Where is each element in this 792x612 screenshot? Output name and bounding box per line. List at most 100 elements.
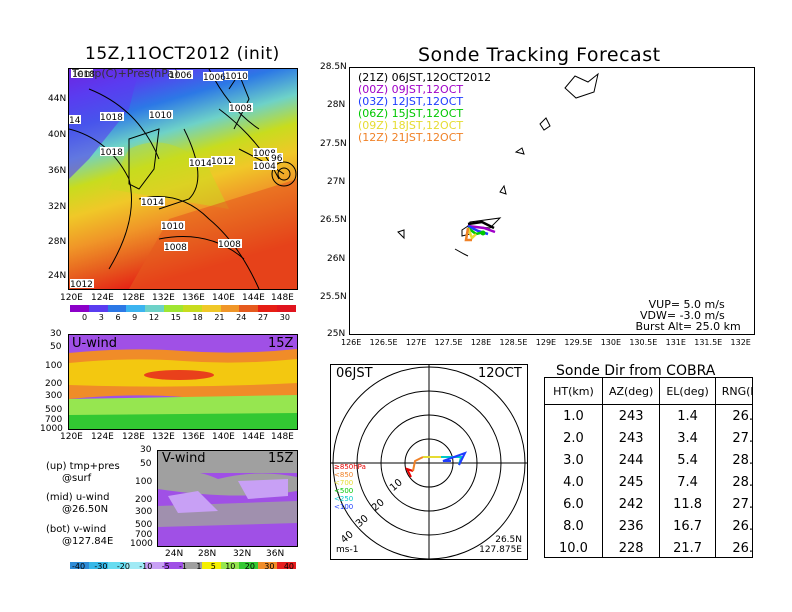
colorbar-label: 21 [214,313,225,322]
sonde-params: VUP= 5.0 m/s VDW= -3.0 m/s Burst Alt= 25… [635,298,740,332]
colorbar-swatch [107,305,127,312]
track-lon-ticks: 126E 126.5E 127E 127.5E 128E 128.5E 129E… [341,338,751,347]
lon-tick: 124E [91,293,114,303]
table-cell: 2.0 [563,430,584,446]
hodo-unit: ms-1 [336,545,359,555]
hodo-lat: 26.5N [495,535,522,545]
p-tick: 200 [45,379,63,389]
colorbar-label: -5 [161,562,170,571]
lon-tick: 127E [405,338,427,347]
wind-colorbar [70,562,296,569]
legend-entry: <250 [334,495,354,503]
isobar-label: 1010 [161,222,184,232]
map-title: 15Z,11OCT2012 (init) [85,44,280,64]
sonde-table-title: Sonde Dir from COBRA [556,363,716,379]
lon-tick: 124E [91,432,114,442]
colorbar-label: -30 [94,562,108,571]
note-text: (up) tmp+pres [46,461,120,472]
lon-tick: 130E [600,338,622,347]
table-header: AZ(deg) [601,378,660,405]
lon-tick: 128E [470,338,492,347]
colorbar-swatch [164,305,183,312]
colorbar-swatch [88,305,108,312]
table-cell: 26.0 [714,537,752,557]
lon-tick: 128E [122,432,145,442]
table-cell: 27.6 [714,493,752,515]
table-cell: 8.0 [563,518,584,534]
hodo-date: 12OCT [478,366,522,381]
p-tick: 50 [140,459,152,469]
table-header: EL(deg) [659,378,716,405]
lat-tick: 28N [48,237,67,247]
p-tick: 300 [135,507,153,517]
table-header: HT(km) [545,378,603,405]
isobar-label: 1018 [100,113,123,123]
sonde-table: HT(km) AZ(deg) EL(deg) RNG(km) 1.0 2431.4… [545,378,752,557]
isobar-label: 1010 [149,111,172,121]
lon-tick: 132E [152,432,175,442]
vdw: VDW= -3.0 m/s [640,309,725,322]
lon-tick: 126.5E [369,338,398,347]
temp-colorbar-labels: 0 3 6 9 12 15 18 21 24 27 30 [82,313,290,322]
lon-tick: 140E [212,432,235,442]
table-cell: 243 [601,427,660,449]
isobar-label: 1010 [225,72,248,82]
sonde-tracks [464,220,496,242]
lat-tick: 26N [327,254,346,264]
table-cell: 16.7 [659,515,716,537]
u-wind-label: U-wind [72,336,117,351]
lon-tick: 131E [665,338,686,347]
p-tick: 700 [45,415,63,425]
lat-tick: 24N [165,549,184,559]
note-text: @127.84E [62,536,114,547]
lat-tick: 27.5N [320,139,347,149]
colorbar-swatch [182,305,202,312]
sonde-table-panel: HT(km) AZ(deg) EL(deg) RNG(km) 1.0 2431.4… [544,377,753,558]
colorbar-swatch [239,562,259,569]
colorbar-label: 40 [283,562,294,571]
colorbar-swatch [239,305,259,312]
lat-tick: 40N [48,130,67,140]
v-wind-panel [157,450,298,547]
hodo-time: 06JST [336,366,373,381]
table-cell: 1.0 [563,408,584,424]
legend-entry: <100 [334,503,354,511]
hodograph-panel [330,364,528,560]
isobar-label: 1018 [72,70,95,80]
legend-entry: (12Z) 21JST,12OCT [358,131,464,144]
lat-tick: 44N [48,94,67,104]
wind-colorbar-labels: -40 -30 -20 -10 -5 -1 1 5 10 20 30 40 [72,563,294,571]
lat-tick: 27N [327,177,346,187]
isobar-label: 1012 [211,157,234,167]
lon-tick: 132E [730,338,751,347]
table-cell: 3.0 [563,452,584,468]
colorbar-swatch [145,562,165,569]
p-tick: 500 [135,520,153,530]
colorbar-label: 24 [236,313,247,322]
colorbar-label: -10 [139,562,153,571]
p-tick: 50 [50,342,62,352]
colorbar-label: 5 [210,562,216,571]
legend-entry: (03Z) 12JST,12OCT [358,95,464,108]
lat-tick: 32N [48,202,67,212]
p-tick: 100 [45,361,63,371]
p-tick: 30 [50,329,62,339]
lon-tick: 120E [60,432,83,442]
surface-map-panel: 1018 1010 1006 1008 14 1018 1018 1008 10… [68,68,298,290]
table-cell: 28.1 [714,449,752,471]
temp-colorbar [70,305,296,312]
lon-tick: 136E [182,432,205,442]
lon-tick: 131.5E [694,338,723,347]
legend-entry: <500 [334,487,354,495]
table-cell: 3.4 [659,427,716,449]
p-tick: 100 [135,477,153,487]
p-tick: 200 [135,495,153,505]
p-tick: 700 [135,530,153,540]
note-text: @26.50N [62,504,109,515]
p-tick: 300 [45,391,63,401]
lon-tick: 144E [242,432,265,442]
vup: VUP= 5.0 m/s [648,298,725,311]
